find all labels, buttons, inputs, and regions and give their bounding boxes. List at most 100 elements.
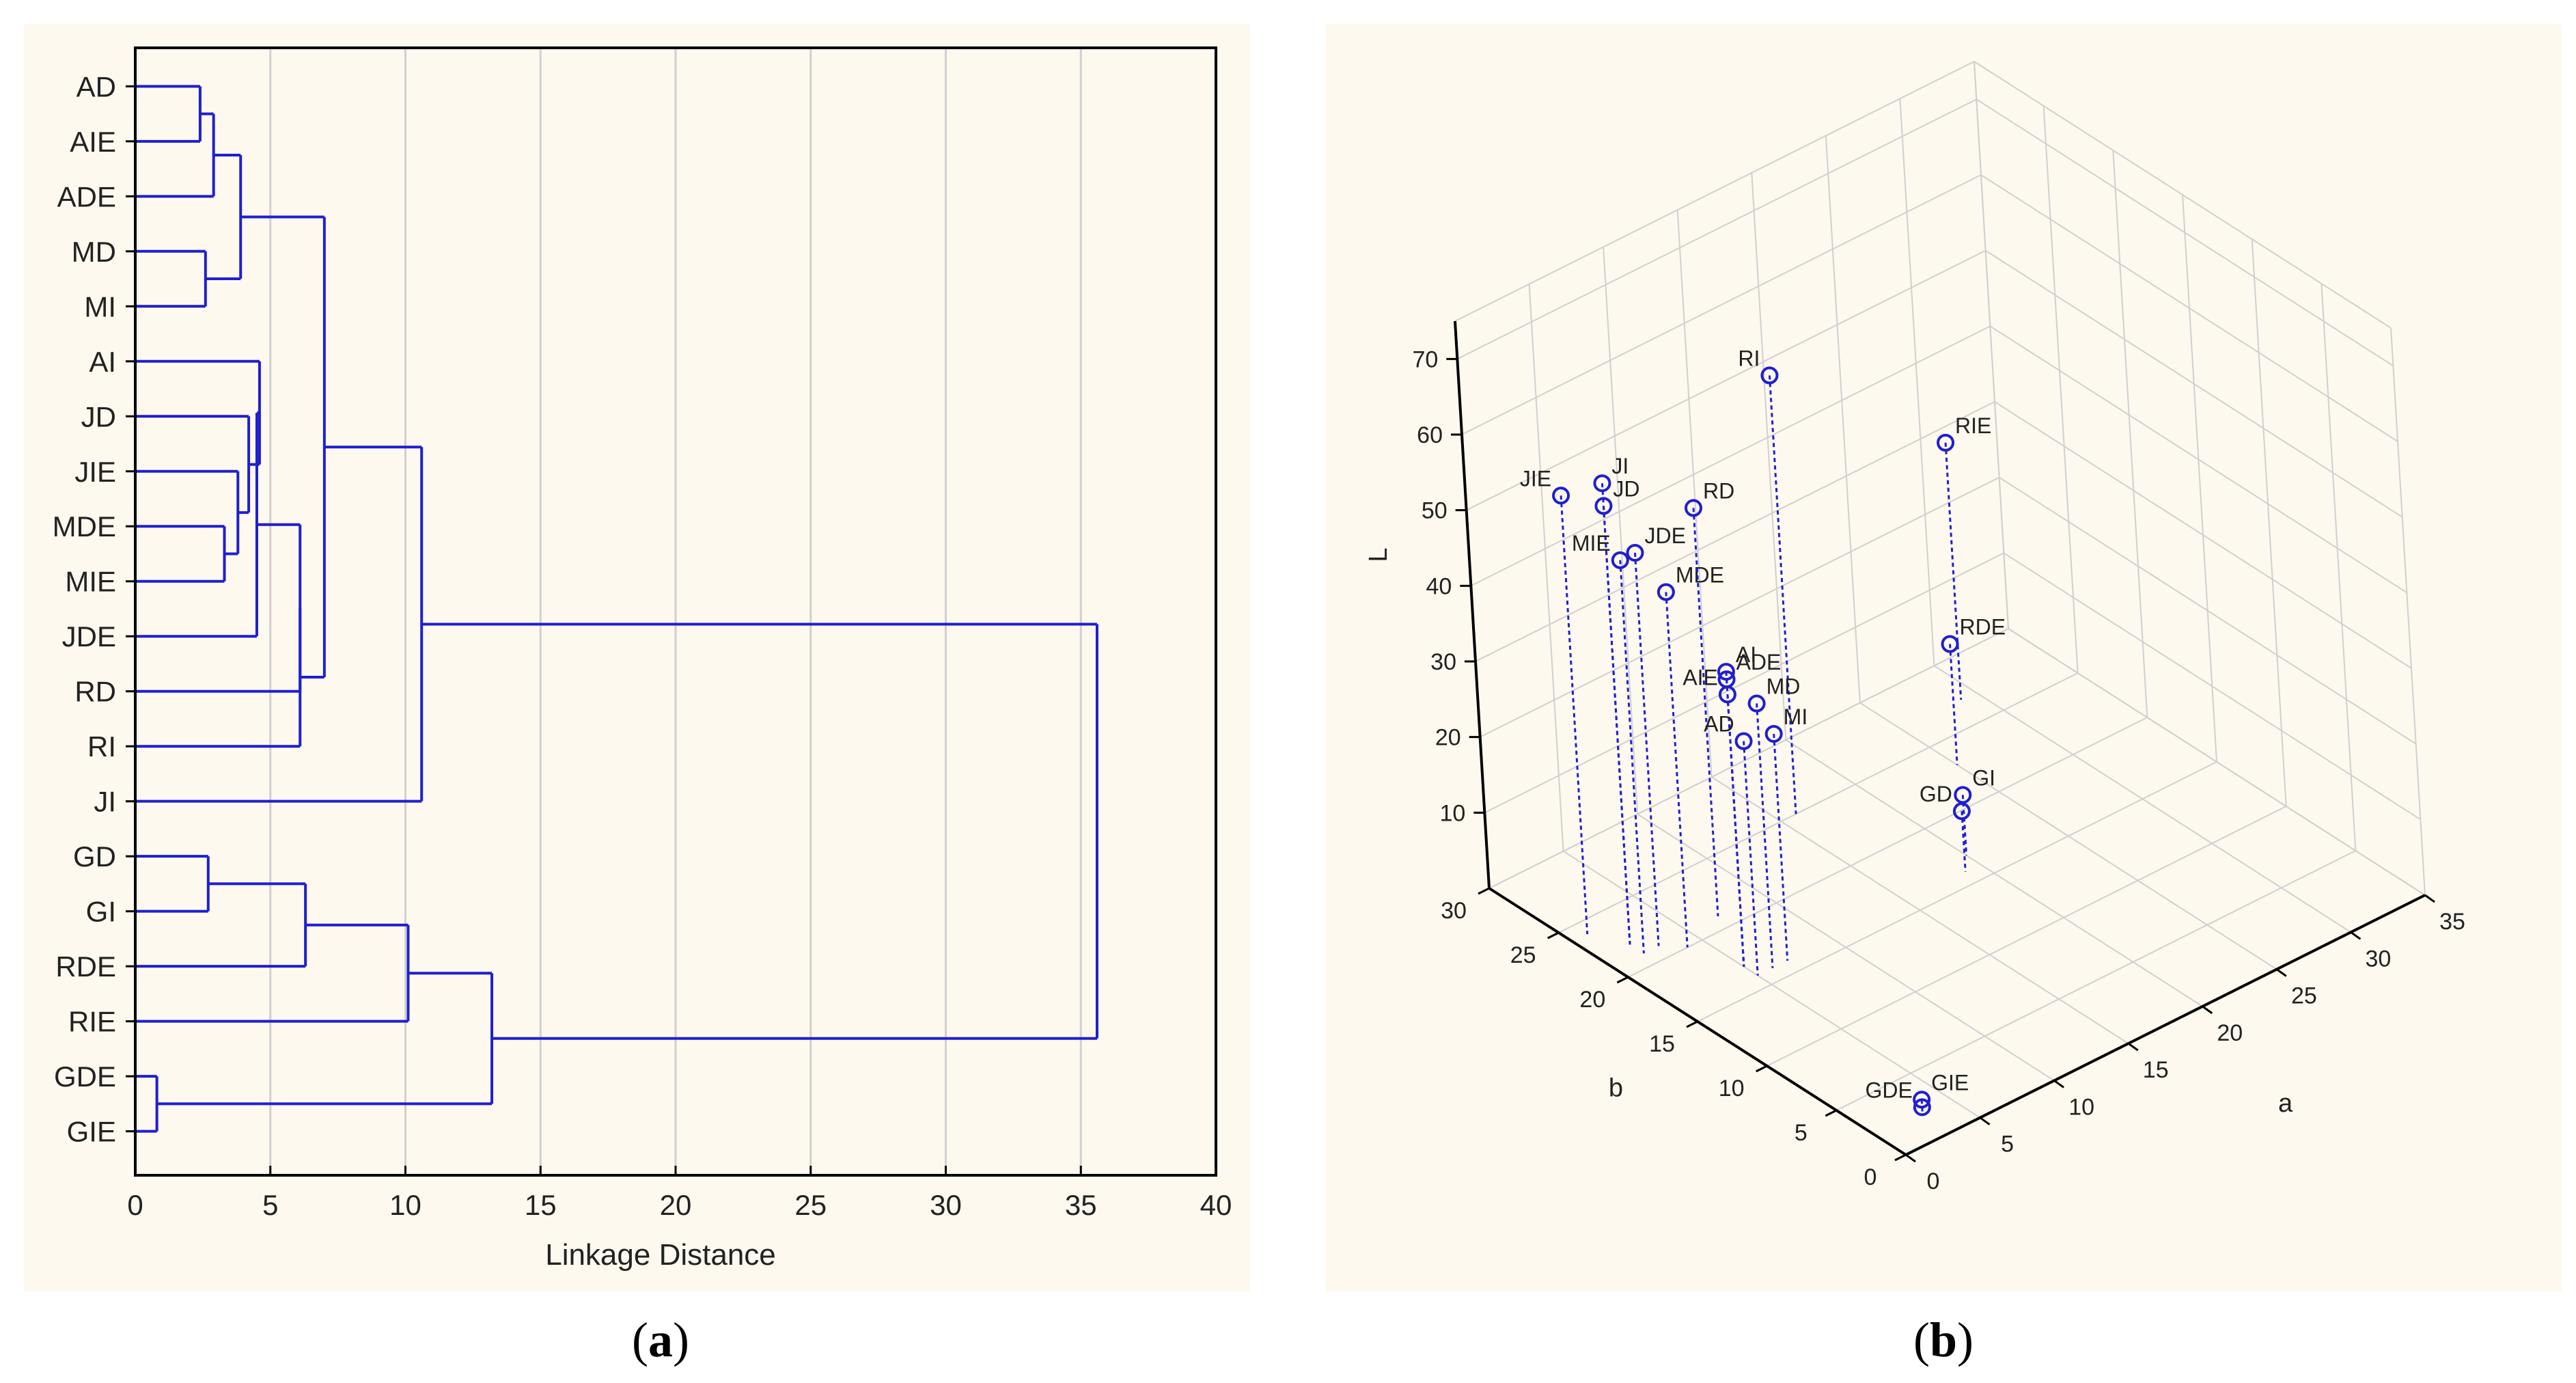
wall-grid-line <box>1994 401 2412 669</box>
leaf-label: MD <box>72 236 116 268</box>
wall-grid-line <box>2008 628 2426 896</box>
drop-line <box>1921 1107 1924 1115</box>
l-tick-label: 60 <box>1417 422 1443 448</box>
wall-grid-line <box>1528 284 1564 851</box>
data-point <box>1552 487 1570 505</box>
l-tick-label: 50 <box>1422 498 1448 524</box>
drop-line <box>1560 495 1589 935</box>
caption-a-letter: a <box>648 1313 673 1367</box>
x-tick-label: 0 <box>127 1189 143 1221</box>
b-tick-label: 30 <box>1441 898 1467 924</box>
drop-line <box>1692 508 1719 917</box>
leaf-label: GI <box>86 896 116 928</box>
floor-grid-line <box>1767 806 2287 1067</box>
floor-grid-line <box>1627 717 2148 978</box>
panel-a <box>24 24 1250 1291</box>
leaf-label: GIE <box>67 1116 116 1148</box>
point-label: GIE <box>1931 1070 1969 1095</box>
point-label: GD <box>1920 782 1952 806</box>
leaf-label: JIE <box>74 456 116 488</box>
leaf-label: MDE <box>53 510 116 543</box>
wall-grid-line <box>1899 98 1935 666</box>
b-tick-label: 25 <box>1510 942 1536 968</box>
a-tick <box>2202 1005 2213 1015</box>
floor-grid-line <box>1697 761 2217 1022</box>
drop-line <box>1633 552 1660 946</box>
x-tick-label: 25 <box>794 1189 827 1221</box>
a-tick-label: 10 <box>2068 1094 2094 1120</box>
x-tick-label: 15 <box>525 1189 557 1221</box>
b-tick-label: 5 <box>1795 1120 1808 1146</box>
b-tick <box>1478 887 1490 895</box>
wall-grid-line <box>1603 247 1639 814</box>
data-point <box>1718 685 1736 704</box>
point-label: AD <box>1704 712 1734 737</box>
wall-grid-line <box>1470 325 1991 587</box>
drop-line <box>1949 644 1958 765</box>
point-label: GDE <box>1865 1078 1912 1102</box>
data-point <box>1734 732 1753 750</box>
leaf-label: ADE <box>57 180 116 213</box>
wall-grid-line <box>1676 210 1713 778</box>
wall-grid-line <box>2003 552 2421 821</box>
wall-grid-line <box>1484 552 2004 814</box>
b-tick-label: 15 <box>1649 1031 1675 1057</box>
wall-grid-line <box>1825 135 1861 703</box>
a-tick <box>2053 1080 2065 1088</box>
x-tick-label: 5 <box>262 1189 278 1221</box>
b-tick <box>1825 1109 1838 1117</box>
point-label: MD <box>1767 674 1801 699</box>
drop-line <box>1743 741 1759 976</box>
drop-line <box>1961 811 1967 872</box>
leaf-label: MI <box>84 290 116 323</box>
b-tick <box>1686 1020 1698 1028</box>
wall-grid-line <box>2390 327 2426 896</box>
drop-line <box>1944 442 1963 700</box>
caption-b-letter: b <box>1929 1313 1958 1367</box>
point-label: JI <box>1611 454 1629 478</box>
point-label: JDE <box>1644 523 1685 548</box>
data-point <box>1685 499 1702 517</box>
point-label: MDE <box>1676 562 1724 587</box>
data-point <box>1764 725 1783 743</box>
wall-grid-line <box>1985 249 2403 518</box>
wall-grid-line <box>1480 476 2000 738</box>
b-tick-label: 20 <box>1579 987 1605 1013</box>
b-tick <box>1755 1065 1768 1073</box>
leaf-label: AD <box>77 70 116 102</box>
b-tick <box>1616 976 1629 984</box>
panel-b <box>1325 24 2562 1291</box>
data-point <box>1611 551 1629 569</box>
drop-line <box>1665 592 1689 948</box>
a-tick-label: 15 <box>2143 1057 2169 1083</box>
wall-grid-line <box>2182 194 2217 763</box>
caption-b-close: ) <box>1957 1313 1973 1367</box>
floor-grid-line <box>1836 850 2356 1111</box>
data-point <box>1747 694 1766 713</box>
drop-line <box>1619 560 1645 954</box>
data-point <box>1717 663 1735 681</box>
b-tick-label: 0 <box>1864 1164 1877 1190</box>
l-tick-label: 10 <box>1440 800 1466 826</box>
a-axis-label: a <box>2278 1089 2293 1118</box>
data-point <box>1594 497 1613 515</box>
data-point <box>1913 1091 1931 1109</box>
leaf-label: JD <box>81 400 116 433</box>
leaf-label: GDE <box>54 1060 116 1093</box>
wall-grid-line <box>1454 61 1975 322</box>
point-label: JIE <box>1520 466 1551 491</box>
leaf-label: JI <box>94 786 116 818</box>
a-tick <box>2424 894 2435 903</box>
caption-a-close: ) <box>673 1313 689 1367</box>
caption-b: (b) <box>1875 1312 2012 1369</box>
leaf-label: AI <box>89 346 116 378</box>
data-point <box>1937 433 1955 452</box>
l-tick-label: 70 <box>1413 346 1439 372</box>
point-label: GI <box>1972 765 1995 790</box>
point-label: JD <box>1613 476 1639 501</box>
l-tick-label: 30 <box>1430 649 1456 675</box>
l-tick-label: 20 <box>1435 725 1461 751</box>
a-tick <box>2350 931 2362 940</box>
